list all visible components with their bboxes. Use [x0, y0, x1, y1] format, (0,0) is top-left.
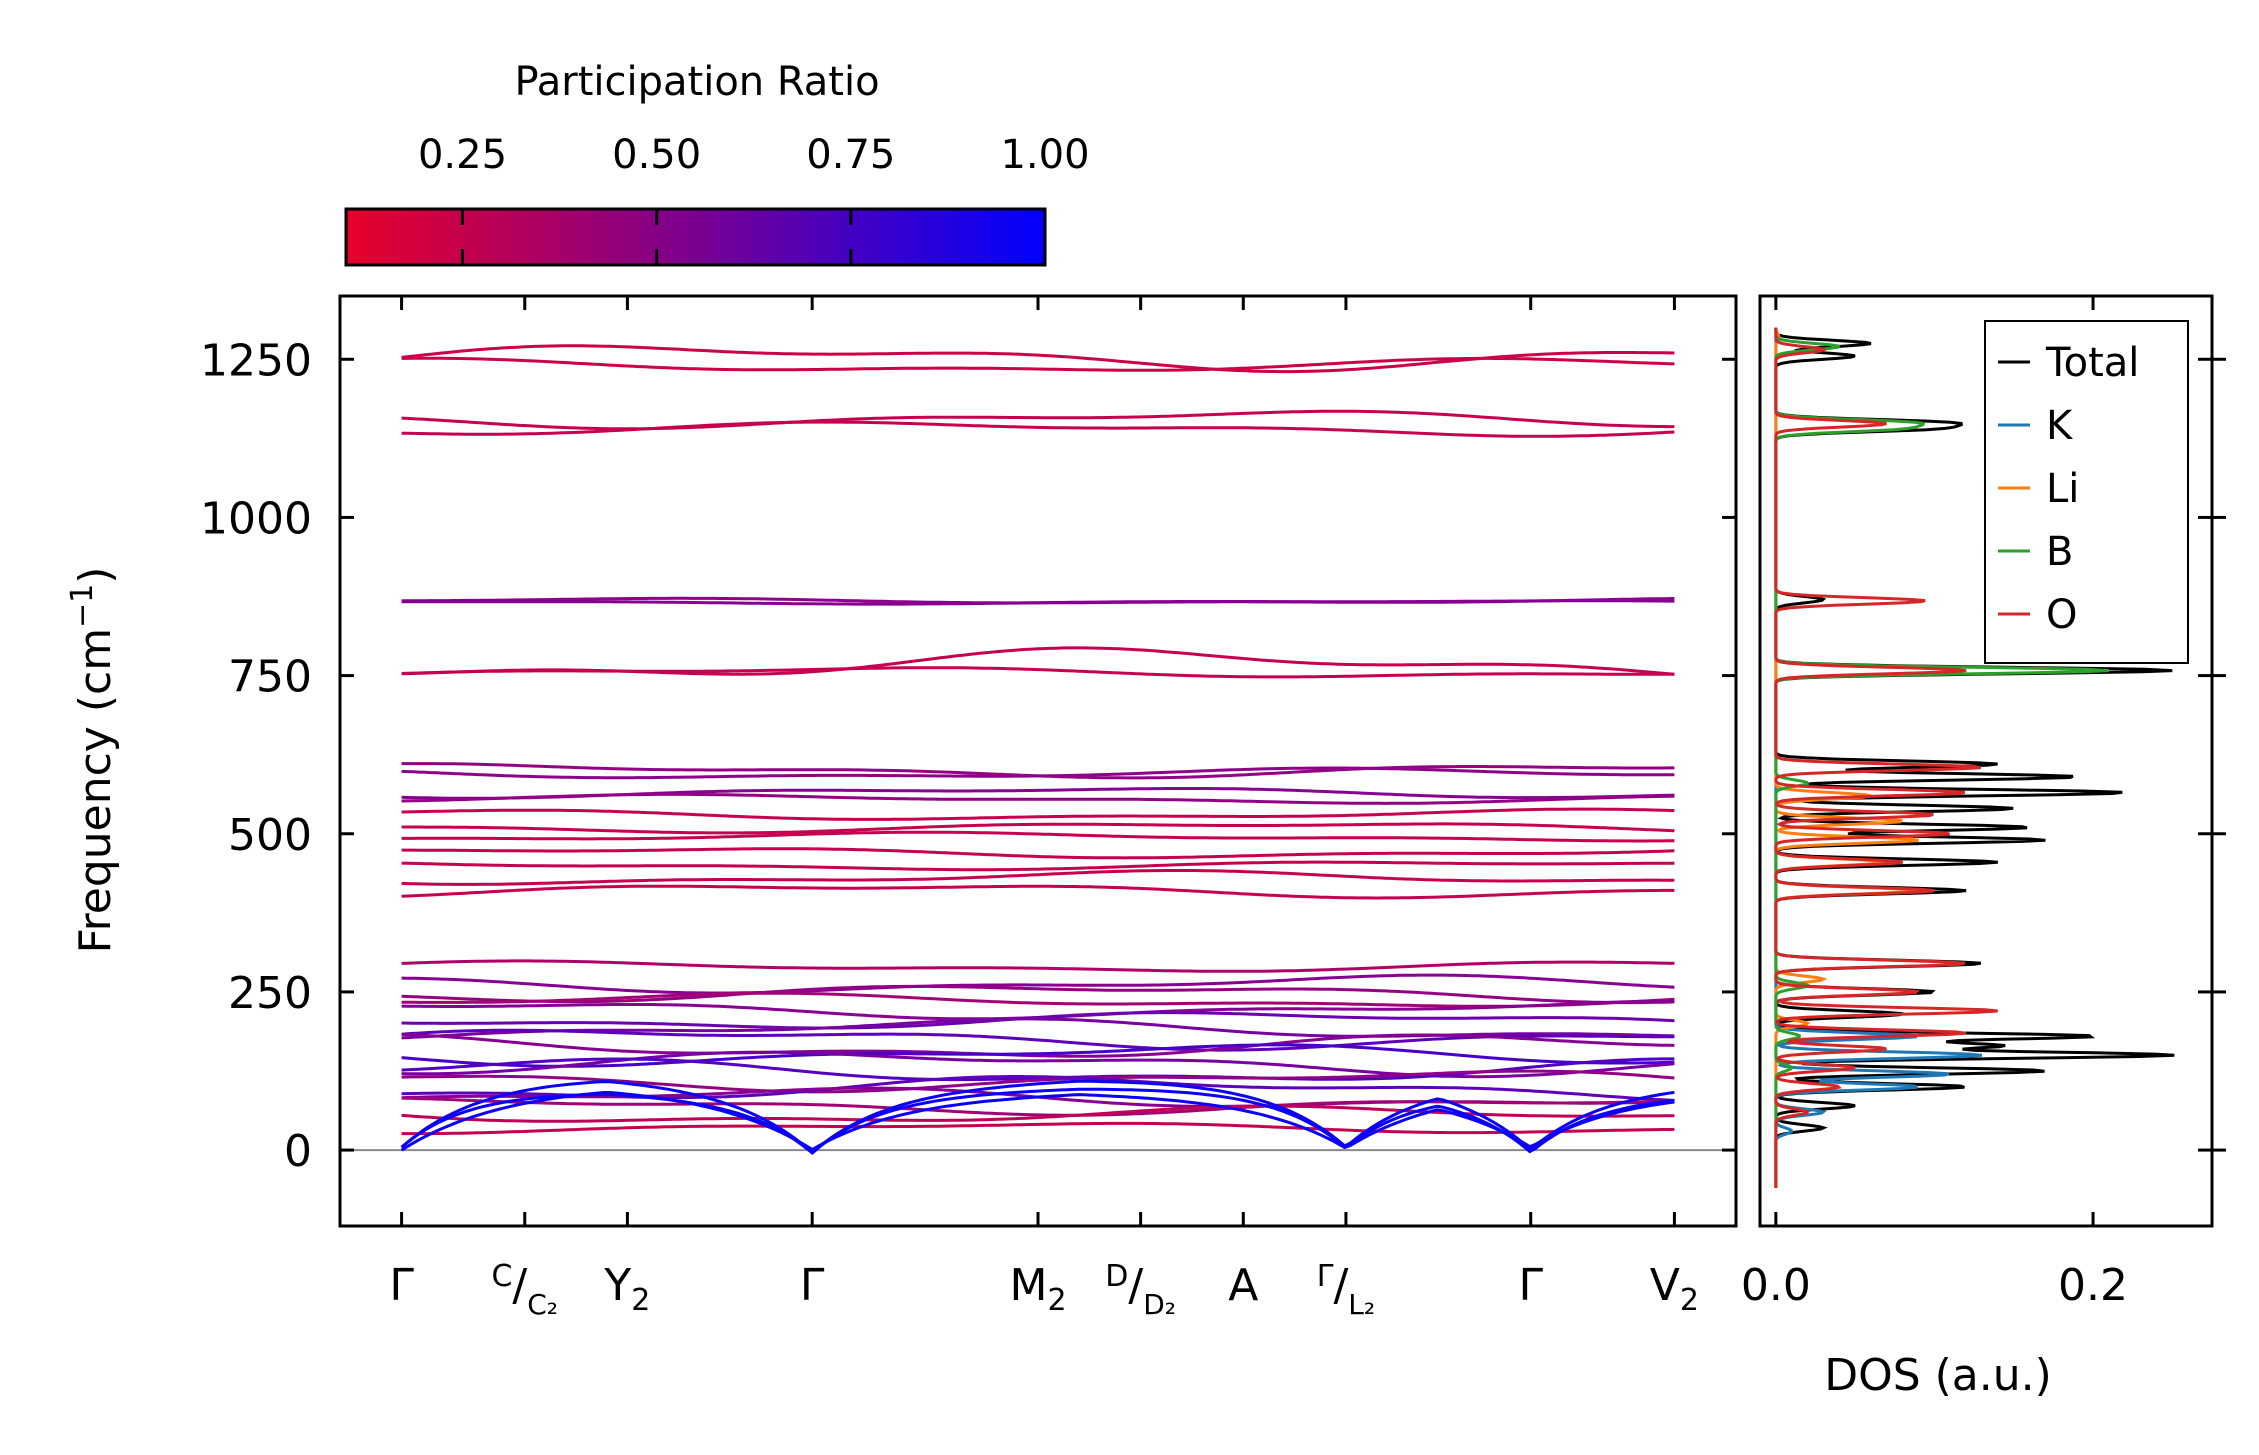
colorbar-tick-label: 0.25	[418, 132, 507, 178]
colorbar-tick-label: 1.00	[1000, 132, 1089, 178]
x-tick-label-sub: 2	[1680, 1283, 1699, 1318]
phonon-band	[401, 1096, 1675, 1117]
x-tick-label-sub: C₂	[527, 1288, 558, 1321]
legend-frame	[1984, 320, 2189, 664]
dos-x-tick-label: 0.2	[2058, 1260, 2128, 1311]
dos-x-axis-label: DOS (a.u.)	[1824, 1350, 2052, 1401]
acoustic-band	[400, 1087, 1675, 1155]
legend-label-li: Li	[2046, 466, 2079, 512]
x-tick-label: D/D₂	[1105, 1259, 1176, 1321]
x-tick-label: M2	[1009, 1260, 1066, 1318]
x-tick-label-main: C	[491, 1259, 512, 1294]
x-tick-label-main: M	[1009, 1260, 1047, 1311]
phonon-band	[401, 847, 1675, 860]
phonon-band	[401, 356, 1675, 372]
legend-label-b: B	[2046, 529, 2073, 575]
phonon-band	[401, 822, 1675, 835]
legend-label-o: O	[2046, 592, 2077, 638]
colorbar-title: Participation Ratio	[514, 59, 879, 105]
x-tick-label: Γ/L₂	[1317, 1259, 1375, 1321]
colorbar-tick-label: 0.50	[612, 132, 701, 178]
band-x-ticks: Γ C/C₂ Y2 Γ M2D/D₂ A Γ/L₂ Γ V2	[389, 296, 1699, 1321]
x-tick-label-sub: /	[512, 1260, 527, 1311]
dos-panel: 0.0 0.2 DOS (a.u.) Total K Li BO	[1741, 294, 2226, 1401]
x-tick-label: Γ	[800, 1260, 825, 1311]
x-tick-label-sub: 2	[631, 1283, 650, 1318]
x-tick-label-main: Y	[603, 1260, 631, 1311]
y-tick-label: 500	[228, 810, 312, 861]
y-tick-label: 250	[228, 968, 312, 1019]
phonon-band	[401, 1043, 1675, 1068]
phonon-band	[401, 973, 1675, 995]
x-tick-label-sub: 2	[1047, 1283, 1066, 1318]
dos-legend: Total K Li BO	[1984, 320, 2189, 664]
x-tick-label-sub: /	[1128, 1260, 1143, 1311]
phonon-band	[401, 1028, 1675, 1052]
phonon-band	[401, 1032, 1675, 1058]
colorbar: Participation Ratio 0.25 0.50 0.75 1.00	[344, 59, 1090, 267]
band-lines	[400, 344, 1675, 1155]
phonon-band	[401, 420, 1675, 438]
phonon-band	[401, 830, 1675, 843]
dos-curve-o	[1774, 327, 1998, 1188]
x-tick-label: V2	[1650, 1260, 1699, 1318]
legend-label-k: K	[2046, 403, 2074, 449]
acoustic-band	[400, 1091, 1675, 1152]
phonon-band	[401, 1121, 1675, 1136]
x-tick-label-main: D	[1105, 1259, 1128, 1294]
x-tick-label: C/C₂	[491, 1259, 558, 1321]
colorbar-ticks: 0.25 0.50 0.75 1.00	[418, 132, 1090, 265]
y-tick-label: 1000	[200, 493, 312, 544]
x-tick-label-sub: /	[1333, 1260, 1348, 1311]
phonon-band	[401, 409, 1675, 431]
phonon-band	[401, 860, 1675, 872]
phonon-band	[401, 766, 1675, 780]
phonon-band	[401, 984, 1675, 1005]
dos-axes-frame	[1758, 294, 2214, 1228]
colorbar-tick-label: 0.75	[806, 132, 895, 178]
legend-label-total: Total	[2045, 340, 2139, 386]
dos-curves	[1774, 327, 2175, 1188]
phonon-band	[401, 599, 1675, 606]
phonon-band	[401, 884, 1675, 900]
y-axis-label: Frequency (cm−1)	[65, 567, 121, 954]
x-tick-label-sub: D₂	[1143, 1288, 1176, 1321]
x-tick-label: A	[1228, 1260, 1258, 1311]
dos-x-tick-label: 0.0	[1741, 1260, 1811, 1311]
phonon-band	[401, 666, 1675, 679]
x-tick-label: Γ	[389, 1260, 414, 1311]
phonon-band	[401, 959, 1675, 973]
phonon-band	[401, 869, 1675, 886]
phonon-band	[401, 1050, 1675, 1079]
phonon-band	[401, 807, 1675, 821]
x-tick-label: Γ	[1518, 1260, 1543, 1311]
phonon-band	[401, 991, 1675, 1008]
acoustic-band	[400, 1079, 1675, 1155]
x-tick-label-main: Γ	[1317, 1259, 1334, 1294]
dos-ticks: 0.0 0.2	[1741, 296, 2226, 1311]
colorbar-gradient	[344, 207, 1047, 267]
y-tick-label: 750	[228, 652, 312, 703]
phonon-band	[401, 792, 1675, 805]
x-tick-label-main: V	[1650, 1260, 1680, 1311]
x-tick-label-sub: L₂	[1348, 1288, 1375, 1321]
y-tick-label: 0	[284, 1126, 312, 1177]
band-y-ticks: 0 250 500 750 1000 1250	[200, 335, 1736, 1177]
y-tick-label: 1250	[200, 335, 312, 386]
x-tick-label: Y2	[603, 1260, 650, 1318]
